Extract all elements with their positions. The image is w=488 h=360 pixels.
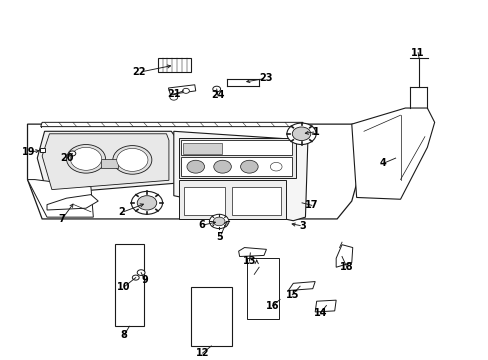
Circle shape	[240, 160, 258, 173]
Text: 8: 8	[121, 330, 127, 340]
Bar	[178, 139, 295, 178]
Text: 10: 10	[117, 282, 131, 292]
Circle shape	[213, 160, 231, 173]
Text: 6: 6	[198, 220, 204, 230]
Circle shape	[286, 123, 316, 144]
Circle shape	[131, 192, 162, 214]
Bar	[246, 258, 278, 319]
Text: 13: 13	[242, 256, 256, 266]
Polygon shape	[288, 282, 315, 291]
Polygon shape	[37, 131, 176, 194]
Circle shape	[209, 214, 228, 229]
Circle shape	[70, 147, 102, 170]
Circle shape	[137, 270, 145, 275]
Text: 18: 18	[339, 262, 353, 272]
Circle shape	[186, 160, 204, 173]
Polygon shape	[27, 180, 93, 217]
Text: 20: 20	[60, 153, 74, 163]
Text: 17: 17	[305, 200, 318, 210]
Polygon shape	[41, 122, 303, 127]
Circle shape	[132, 275, 139, 280]
Circle shape	[66, 144, 105, 173]
Circle shape	[182, 88, 189, 93]
Polygon shape	[173, 131, 307, 221]
Text: 9: 9	[142, 275, 148, 285]
Bar	[115, 244, 143, 326]
Bar	[178, 180, 285, 219]
Text: 15: 15	[285, 290, 299, 300]
Polygon shape	[47, 195, 98, 210]
Text: 16: 16	[265, 301, 279, 311]
Bar	[183, 143, 222, 154]
Text: 4: 4	[379, 158, 386, 168]
Circle shape	[292, 127, 310, 141]
Text: 3: 3	[299, 221, 306, 231]
Text: 1: 1	[313, 127, 319, 137]
Circle shape	[213, 217, 224, 226]
Polygon shape	[168, 85, 195, 94]
Circle shape	[212, 86, 220, 92]
Bar	[181, 140, 292, 155]
Text: 11: 11	[410, 48, 424, 58]
Circle shape	[270, 162, 282, 171]
Circle shape	[137, 196, 157, 210]
Text: 5: 5	[216, 232, 223, 242]
Polygon shape	[315, 300, 335, 312]
Text: 12: 12	[195, 348, 209, 358]
Text: 21: 21	[167, 89, 180, 99]
Circle shape	[113, 145, 152, 174]
Bar	[232, 187, 281, 215]
Circle shape	[169, 94, 177, 100]
Circle shape	[117, 148, 148, 171]
Text: 7: 7	[59, 214, 65, 224]
Text: 2: 2	[118, 207, 125, 217]
Text: 22: 22	[132, 67, 145, 77]
Bar	[181, 157, 292, 176]
Polygon shape	[335, 245, 352, 267]
Bar	[190, 287, 232, 346]
Bar	[158, 58, 190, 72]
Polygon shape	[351, 108, 434, 199]
Text: 14: 14	[313, 308, 326, 318]
Circle shape	[69, 151, 76, 156]
Bar	[40, 148, 45, 152]
Polygon shape	[27, 124, 370, 219]
Polygon shape	[42, 134, 168, 190]
Bar	[101, 159, 118, 168]
Polygon shape	[238, 248, 266, 256]
Bar	[183, 187, 224, 215]
Text: 19: 19	[22, 147, 36, 157]
Text: 23: 23	[259, 73, 273, 83]
Text: 24: 24	[210, 90, 224, 100]
